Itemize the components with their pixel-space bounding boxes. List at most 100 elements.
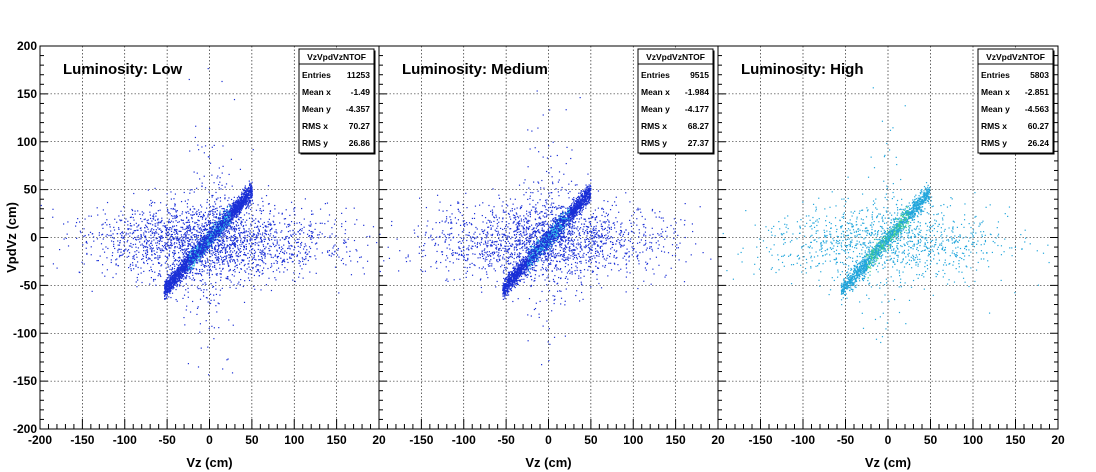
data-point [129,263,132,265]
data-point [186,267,188,269]
data-point [192,253,194,255]
data-point [165,204,168,206]
data-point [226,211,228,214]
data-point [248,243,250,245]
data-point [278,247,280,249]
data-point [233,228,235,230]
data-point [122,237,124,240]
data-point [180,230,182,233]
data-point [147,222,150,225]
data-point [192,239,194,241]
data-point [149,204,151,206]
data-point [202,247,204,249]
data-point [279,250,282,253]
data-point [169,282,171,284]
data-point [229,269,231,271]
data-point [309,221,311,223]
data-point [133,236,136,239]
data-point [251,196,253,198]
data-point [227,199,229,202]
data-point [293,210,295,212]
data-point [144,230,146,232]
data-point [228,245,230,247]
data-point [192,252,194,255]
data-point [293,249,295,251]
data-point [243,301,246,304]
data-point [205,320,207,322]
data-point [230,158,232,160]
data-point [161,250,163,252]
data-point [299,233,301,235]
data-point [223,260,225,262]
data-point [175,228,177,231]
data-point [152,215,154,217]
data-point [248,196,250,199]
data-point [235,229,237,231]
data-point [190,252,192,254]
data-point [296,254,299,256]
data-point [166,284,168,286]
data-point [229,261,232,263]
data-point [170,198,172,200]
data-point [250,273,252,275]
data-point [115,264,117,266]
data-point [183,236,185,238]
data-point [93,240,95,242]
data-point [106,233,108,236]
data-point [209,303,211,305]
data-point [179,271,181,273]
data-point [173,238,175,241]
data-point [349,255,351,257]
data-point [237,214,239,216]
data-point [246,212,248,214]
data-point [190,270,192,273]
data-point [234,271,236,273]
data-point [165,297,168,299]
data-point [168,247,170,249]
data-point [164,247,167,249]
data-point [187,256,189,258]
data-point [209,230,211,232]
data-point [216,225,219,228]
data-point [154,253,156,256]
data-point [206,240,208,242]
data-point [217,231,219,234]
data-point [188,255,190,258]
data-point [158,262,160,265]
data-point [85,241,87,243]
data-point [174,250,176,252]
data-point [221,251,223,253]
data-point [132,264,134,266]
data-point [262,223,264,225]
data-point [164,289,166,291]
data-point [182,228,184,230]
data-point [208,238,210,240]
data-point [192,246,194,248]
data-point [221,213,223,216]
data-point [143,218,145,221]
data-point [193,260,195,262]
data-point [175,230,177,232]
data-point [215,230,217,232]
data-point [215,233,217,235]
data-point [183,270,185,272]
data-point [152,247,154,249]
data-point [126,241,128,243]
data-point [110,230,112,232]
data-point [251,239,253,241]
data-point [232,212,235,214]
data-point [170,272,172,274]
data-point [140,234,142,236]
data-point [167,231,169,233]
data-point [230,228,232,230]
data-point [174,203,176,205]
data-point [235,212,237,214]
data-point [233,229,236,231]
data-point [270,233,272,235]
data-point [187,291,189,293]
data-point [175,276,177,278]
data-point [135,246,137,248]
data-point [232,219,234,221]
data-point [193,234,196,236]
data-point [230,210,232,213]
